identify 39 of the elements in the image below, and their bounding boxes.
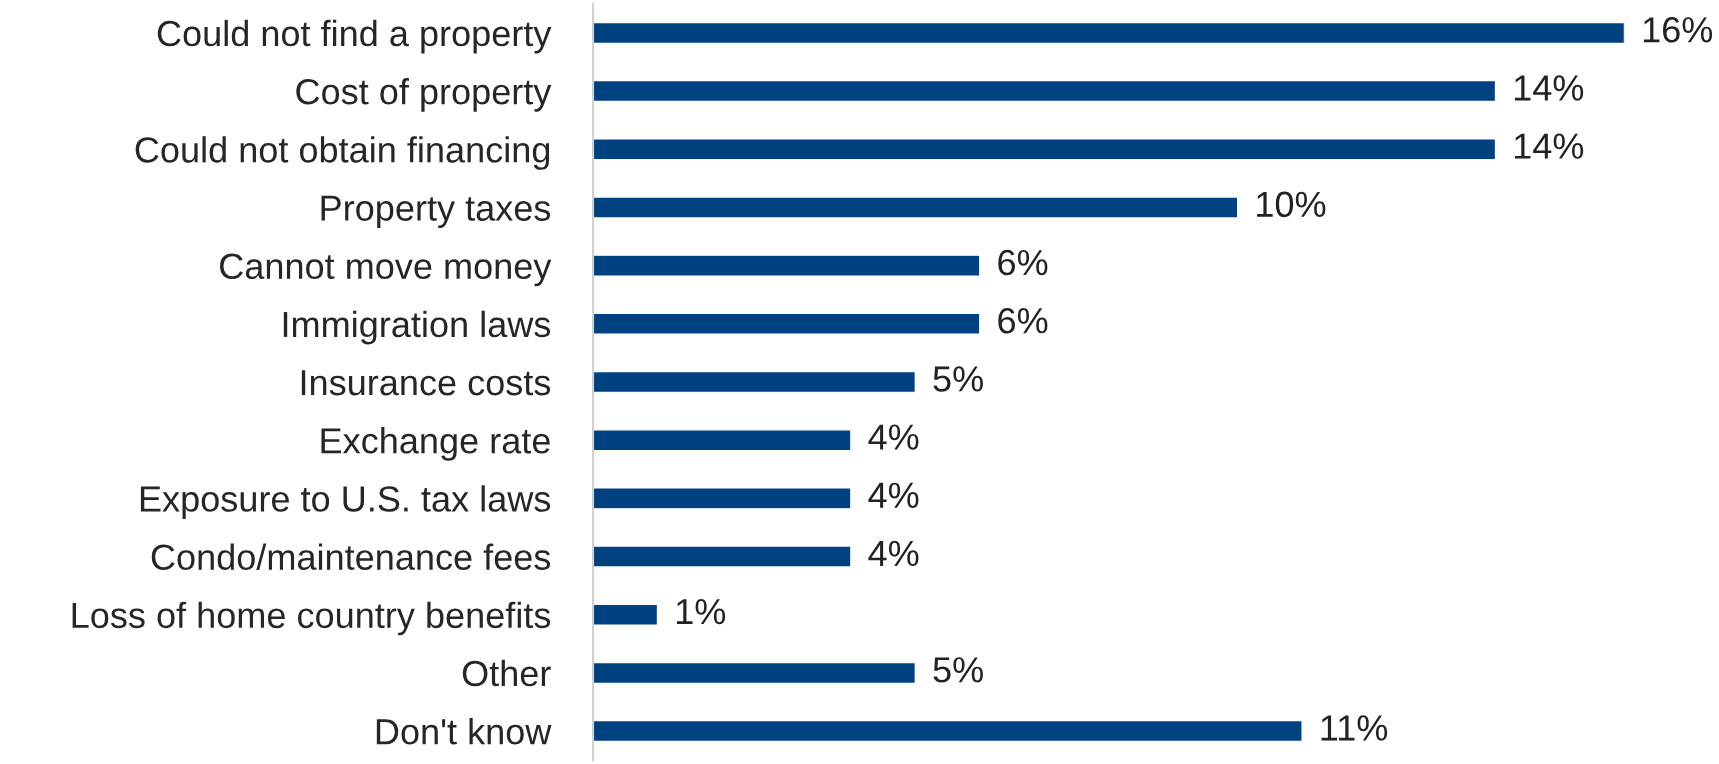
bar bbox=[593, 21, 1625, 45]
y-tick-label: Immigration laws bbox=[283, 310, 551, 345]
data-label: 5% bbox=[933, 366, 983, 392]
bar bbox=[593, 370, 917, 394]
data-label: 14% bbox=[1514, 133, 1584, 159]
data-label: 11% bbox=[1321, 715, 1388, 741]
y-tick-label: Other bbox=[462, 659, 551, 687]
data-label: 16% bbox=[1643, 17, 1713, 43]
bar bbox=[593, 719, 1303, 743]
y-tick-label: Loss of home country benefits bbox=[72, 601, 551, 636]
data-label: 14% bbox=[1514, 75, 1584, 101]
y-tick-label: Don't know bbox=[376, 718, 552, 745]
bar bbox=[593, 196, 1239, 219]
bar bbox=[593, 487, 852, 510]
data-label: 6% bbox=[998, 307, 1048, 334]
y-tick-label: Condo/maintenance fees bbox=[151, 543, 551, 570]
bar bbox=[593, 254, 981, 277]
data-label: 10% bbox=[1257, 191, 1326, 218]
data-label: 4% bbox=[868, 424, 919, 450]
y-tick-label: Property taxes bbox=[321, 195, 551, 229]
y-tick-label: Cannot move money bbox=[220, 253, 552, 287]
y-tick-label: Insurance costs bbox=[301, 370, 551, 396]
bar bbox=[593, 312, 981, 335]
y-tick-label: Could not find a property bbox=[157, 19, 552, 54]
data-label: 5% bbox=[933, 657, 983, 683]
bar bbox=[593, 429, 852, 452]
bar bbox=[593, 603, 659, 626]
bar bbox=[593, 661, 917, 685]
bar bbox=[593, 545, 852, 568]
bar bbox=[593, 79, 1497, 103]
data-label: 1% bbox=[676, 599, 726, 625]
y-tick-label: Exposure to U.S. tax laws bbox=[140, 485, 551, 519]
y-tick-label: Could not obtain financing bbox=[135, 136, 550, 170]
bar bbox=[593, 138, 1497, 161]
y-tick-label: Cost of property bbox=[296, 78, 552, 112]
data-label: 6% bbox=[998, 249, 1048, 276]
y-tick-label: Exchange rate bbox=[321, 427, 550, 461]
data-label: 4% bbox=[868, 540, 919, 567]
data-label: 4% bbox=[868, 482, 919, 508]
